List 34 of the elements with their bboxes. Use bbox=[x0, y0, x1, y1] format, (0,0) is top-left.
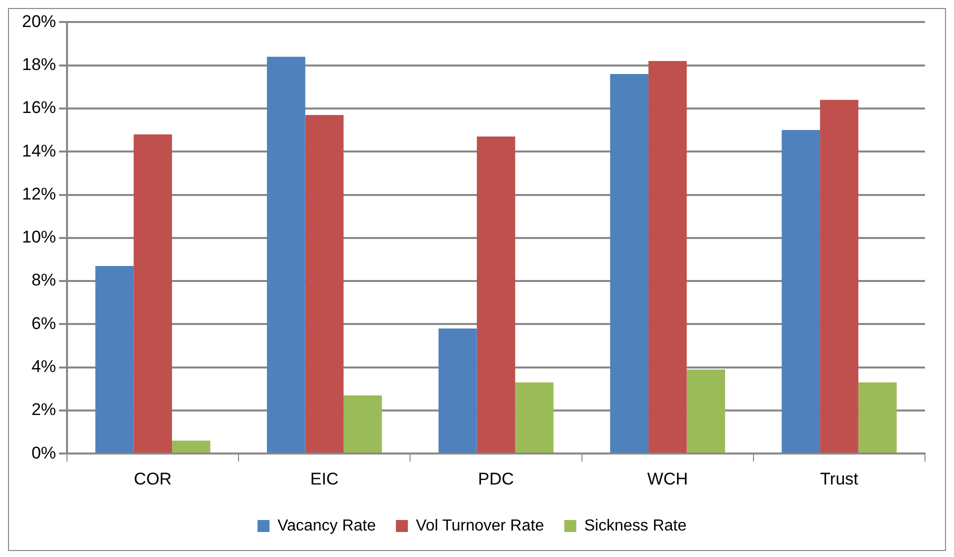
y-tick-label: 8% bbox=[31, 270, 56, 290]
legend-label: Vacancy Rate bbox=[277, 517, 376, 534]
y-tick-label: 10% bbox=[22, 228, 56, 247]
bar bbox=[820, 100, 858, 453]
x-tick-label: Trust bbox=[820, 469, 859, 488]
bar bbox=[95, 266, 134, 453]
y-tick-label: 4% bbox=[31, 357, 56, 376]
y-tick-label: 16% bbox=[22, 98, 56, 118]
bar bbox=[858, 382, 897, 453]
bar bbox=[266, 56, 306, 453]
y-tick-label: 18% bbox=[22, 55, 56, 74]
y-tick-label: 20% bbox=[22, 12, 56, 31]
y-tick-label: 14% bbox=[22, 141, 56, 160]
bar bbox=[782, 130, 820, 453]
x-tick-label: EIC bbox=[310, 469, 339, 488]
bar bbox=[476, 136, 516, 453]
y-tick-label: 2% bbox=[31, 400, 56, 420]
x-tick-label: PDC bbox=[478, 469, 514, 488]
x-tick-label: WCH bbox=[647, 469, 688, 488]
bar bbox=[172, 440, 210, 453]
legend-label: Vol Turnover Rate bbox=[416, 517, 544, 534]
legend-label: Sickness Rate bbox=[584, 517, 687, 534]
bar bbox=[515, 382, 554, 453]
bar bbox=[305, 114, 344, 453]
bar bbox=[344, 395, 382, 453]
y-tick-label: 6% bbox=[31, 314, 56, 333]
y-tick-label: 0% bbox=[31, 443, 56, 462]
bar bbox=[438, 328, 477, 453]
y-tick-label: 12% bbox=[22, 184, 56, 204]
bar bbox=[686, 369, 726, 453]
x-tick-label: COR bbox=[134, 469, 172, 488]
bar bbox=[610, 74, 648, 453]
bar bbox=[648, 61, 687, 453]
bar bbox=[134, 134, 172, 453]
